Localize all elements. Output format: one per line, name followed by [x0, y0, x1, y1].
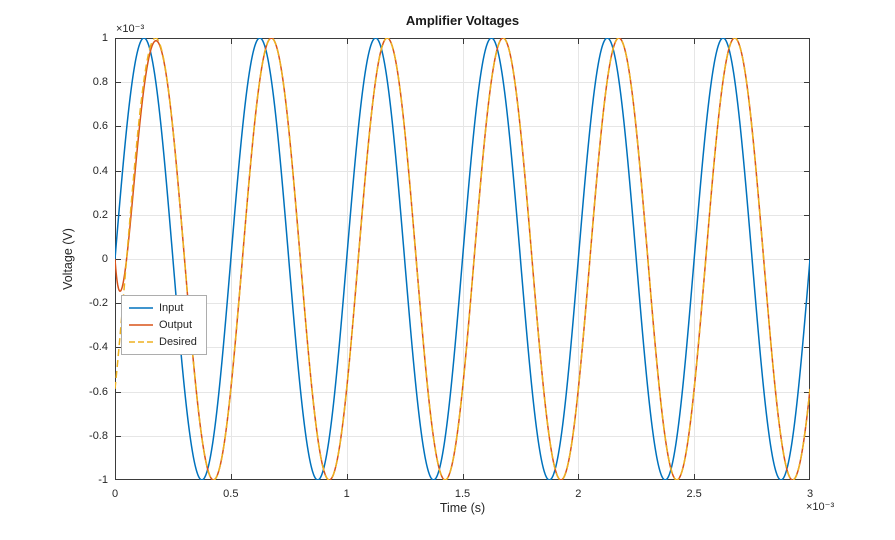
y-tick-label: -0.2 — [89, 297, 108, 310]
x-tick-label: 3 — [806, 488, 814, 500]
y-tick-label: 0.4 — [92, 164, 108, 177]
legend-line-sample-icon — [129, 307, 153, 309]
y-tick-label: -1 — [98, 474, 108, 486]
x-axis-label: Time (s) — [439, 501, 486, 515]
x-tick-label: 1.5 — [454, 488, 471, 500]
plot-canvas — [115, 38, 810, 480]
y-tick-label: -0.6 — [89, 385, 108, 398]
legend-line-sample-icon — [129, 341, 153, 343]
legend-label: Desired — [159, 336, 197, 348]
x-tick-label: 2 — [575, 488, 582, 500]
x-tick-label: 0.5 — [223, 488, 239, 500]
chart-title: Amplifier Voltages — [405, 13, 520, 28]
y-tick-label: -0.4 — [89, 341, 108, 354]
legend: Input Output Desired — [121, 295, 207, 355]
y-tick-label: 0.6 — [92, 120, 108, 133]
legend-item-desired: Desired — [129, 335, 197, 349]
legend-item-input: Input — [129, 301, 197, 315]
legend-item-output: Output — [129, 318, 197, 332]
x-tick-label: 2.5 — [686, 488, 702, 500]
legend-line-sample-icon — [129, 324, 153, 326]
legend-label: Input — [159, 302, 184, 314]
y-tick-label: 0.8 — [92, 76, 108, 89]
y-tick-label: 0.2 — [92, 208, 108, 221]
y-tick-label: -0.8 — [89, 429, 108, 442]
y-tick-label: 0 — [101, 253, 108, 265]
legend-label: Output — [159, 319, 193, 331]
y-tick-label: 1 — [101, 32, 108, 44]
x-axis-exponent: ×10⁻³ — [806, 501, 835, 513]
x-tick-label: 0 — [111, 488, 119, 500]
x-tick-label: 1 — [343, 488, 350, 500]
y-axis-exponent: ×10⁻³ — [116, 23, 145, 35]
